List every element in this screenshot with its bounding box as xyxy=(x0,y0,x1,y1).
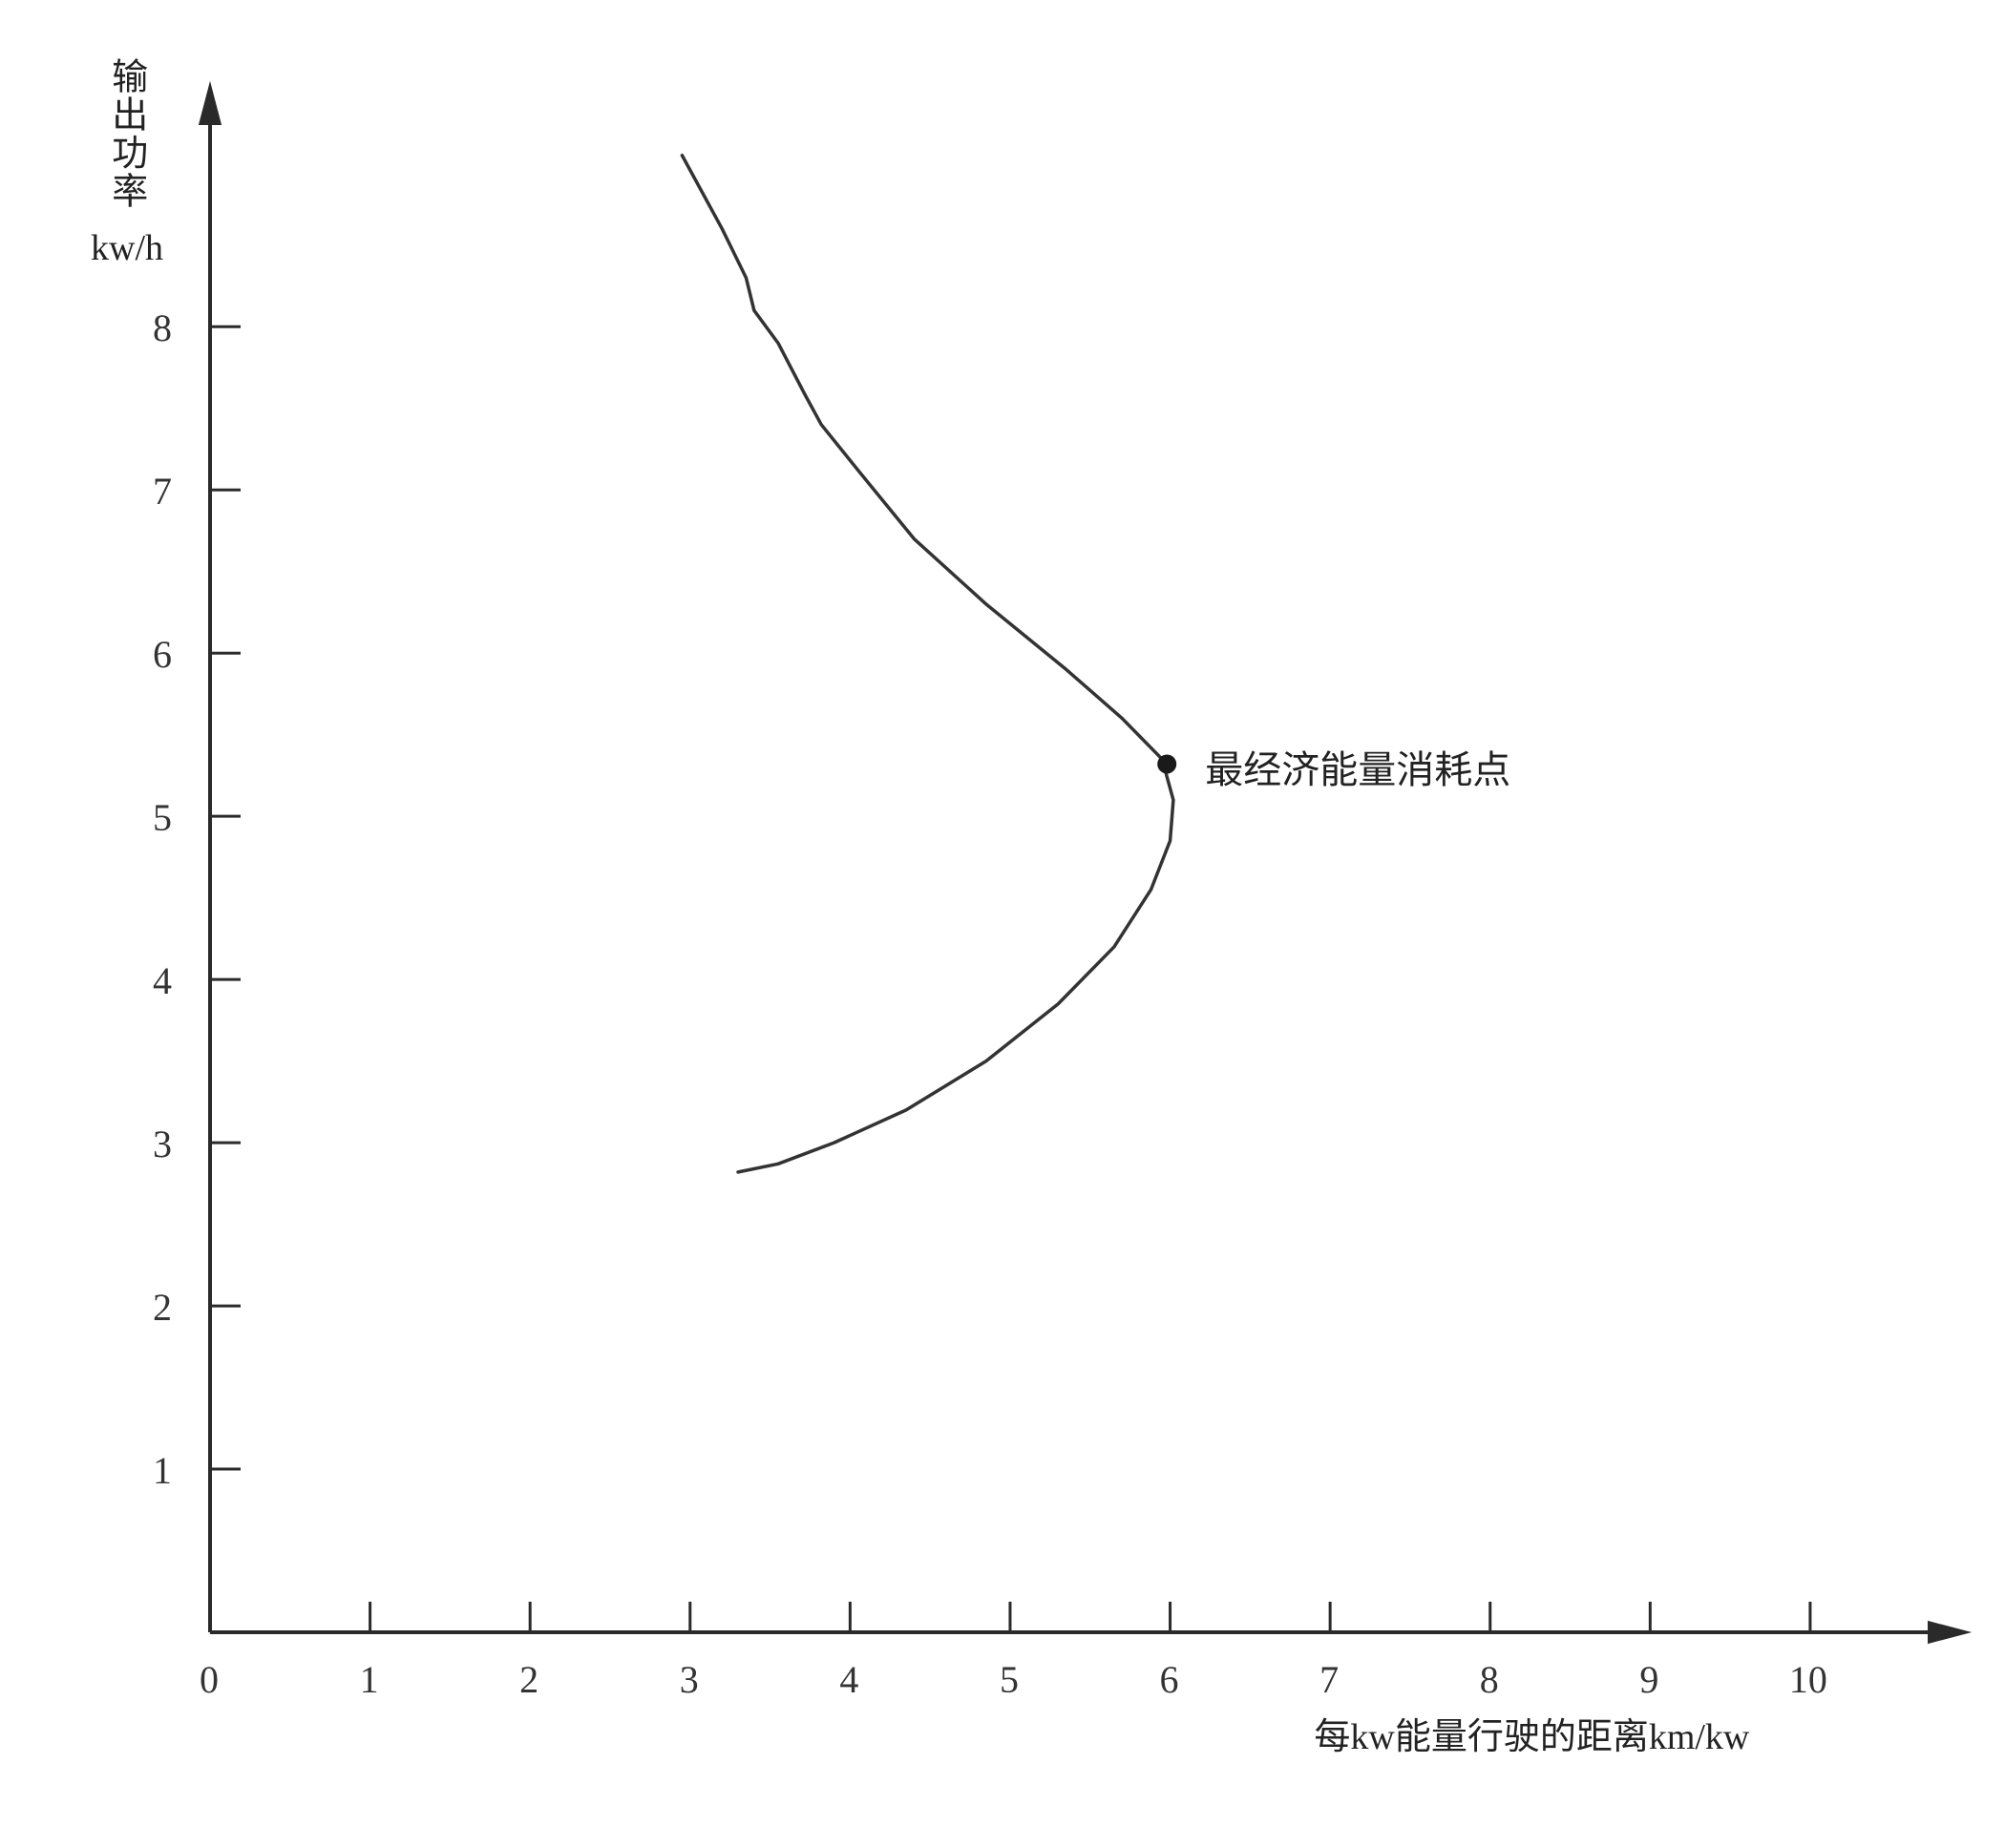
x-tick-label: 7 xyxy=(1319,1657,1339,1702)
x-tick-label: 9 xyxy=(1639,1657,1658,1702)
y-tick-label: 5 xyxy=(153,795,172,840)
x-tick-label: 3 xyxy=(680,1657,699,1702)
y-tick-label: 4 xyxy=(153,958,172,1003)
efficiency-curve xyxy=(682,156,1173,1172)
marker-annotation: 最经济能量消耗点 xyxy=(1205,739,1510,794)
x-axis-label: 每kw能量行驶的距离km/kw xyxy=(1314,1707,1749,1759)
energy-chart: 输出功率 kw/h 最经济能量消耗点 每kw能量行驶的距离km/kw xyxy=(0,0,2005,1848)
x-tick-label: 5 xyxy=(1000,1657,1019,1702)
y-tick-label: 3 xyxy=(153,1122,172,1166)
y-tick-label: 1 xyxy=(153,1448,172,1493)
y-tick-label: 2 xyxy=(153,1285,172,1330)
x-tick-label: 1 xyxy=(360,1657,379,1702)
y-axis-label: 输出功率 xyxy=(105,57,145,210)
y-axis-arrow xyxy=(199,81,222,125)
x-tick-label: 2 xyxy=(519,1657,538,1702)
y-tick-label: 8 xyxy=(153,305,172,350)
x-axis-arrow xyxy=(1928,1621,1972,1644)
x-tick-label: 6 xyxy=(1160,1657,1179,1702)
optimal-point-marker xyxy=(1157,754,1176,773)
x-tick-label: 10 xyxy=(1789,1657,1827,1702)
y-axis-unit: kw/h xyxy=(91,227,163,269)
y-tick-label: 7 xyxy=(153,469,172,514)
chart-svg xyxy=(0,0,2005,1848)
x-tick-label: 4 xyxy=(839,1657,858,1702)
x-tick-label: 0 xyxy=(200,1657,219,1702)
x-tick-label: 8 xyxy=(1480,1657,1499,1702)
y-tick-label: 6 xyxy=(153,632,172,677)
